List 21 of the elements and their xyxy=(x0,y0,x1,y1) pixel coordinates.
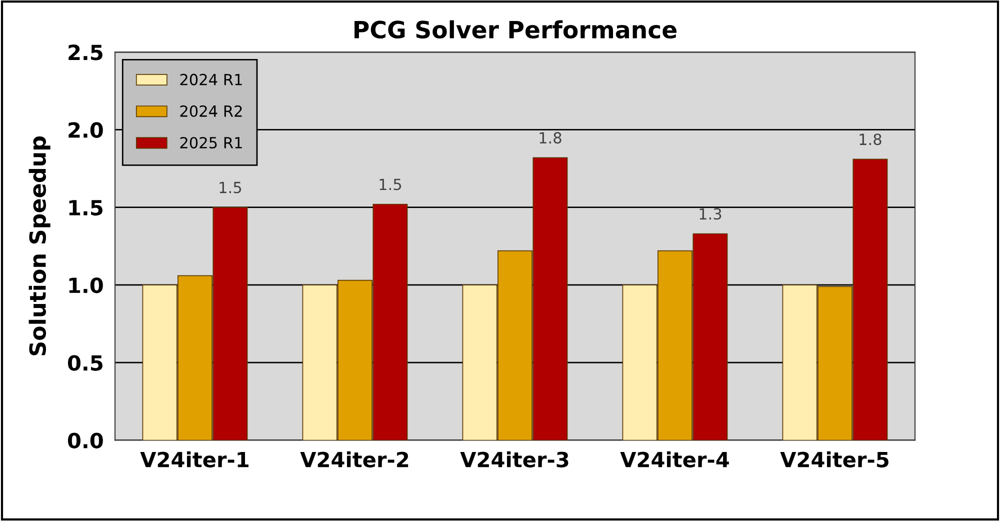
x-tick-label: V24iter-1 xyxy=(140,451,248,468)
data-label: 1.5 xyxy=(220,182,242,194)
text: 0.5 xyxy=(68,355,102,371)
text: 1.5 xyxy=(69,200,102,216)
text: 2.0 xyxy=(68,122,103,138)
legend-label: 2025 R1 xyxy=(180,136,242,148)
y-axis-title: Solution Speedup xyxy=(28,136,50,356)
text: 1.0 xyxy=(69,277,103,294)
data-label: 1.3 xyxy=(700,208,722,220)
data-label: 1.5 xyxy=(380,178,402,190)
x-tick-label: V24iter-4 xyxy=(620,451,729,468)
text: 2.5 xyxy=(68,44,102,60)
x-tick-label: V24iter-3 xyxy=(460,451,568,468)
x-tick-label: V24iter-5 xyxy=(780,451,888,468)
data-label: 1.8 xyxy=(540,132,562,144)
legend-label: 2024 R1 xyxy=(180,74,242,86)
legend-label: 2024 R2 xyxy=(180,105,242,117)
chart-title: PCG Solver Performance xyxy=(354,20,676,39)
data-label: 1.8 xyxy=(860,134,882,146)
text: 0.0 xyxy=(68,432,103,448)
x-tick-label: V24iter-2 xyxy=(300,451,408,468)
